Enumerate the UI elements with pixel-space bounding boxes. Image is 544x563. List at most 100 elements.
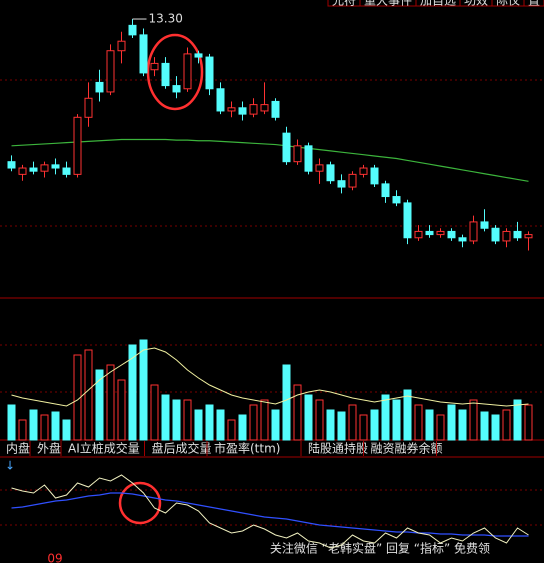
watermark: 关注微信 “老韩实盘” 回复 “指标” 免费领 bbox=[270, 541, 490, 556]
volume-bar bbox=[106, 364, 115, 441]
button-frame bbox=[523, 0, 544, 7]
top-button[interactable]: 重大事件 bbox=[364, 0, 412, 8]
volume-bar bbox=[458, 409, 467, 441]
volume-bar bbox=[183, 399, 192, 441]
ma-line bbox=[11, 138, 529, 182]
button-frame bbox=[491, 0, 525, 7]
top-button[interactable]: 置 bbox=[528, 0, 540, 8]
volume-bar bbox=[40, 414, 49, 441]
candle-body bbox=[172, 85, 181, 93]
candle-body bbox=[95, 81, 104, 93]
volume-bar bbox=[491, 414, 500, 441]
candle-body bbox=[227, 107, 236, 112]
volume-bar bbox=[51, 411, 60, 441]
volume-bar bbox=[425, 409, 434, 441]
tab[interactable]: 外盘 bbox=[37, 441, 61, 456]
volume-bar bbox=[392, 399, 401, 441]
volume-bar bbox=[403, 389, 412, 441]
candle-body bbox=[502, 230, 511, 242]
volume-bar bbox=[7, 404, 16, 441]
tab[interactable]: 内盘 bbox=[6, 441, 30, 456]
top-button[interactable]: 允符 bbox=[332, 0, 356, 8]
candle-body bbox=[513, 230, 522, 239]
volume-bar bbox=[502, 409, 511, 441]
candle-body bbox=[403, 202, 412, 239]
candle-body bbox=[392, 196, 401, 204]
volume-bar bbox=[216, 409, 225, 441]
candle-body bbox=[216, 88, 225, 112]
volume-bar bbox=[205, 404, 214, 441]
candle-body bbox=[293, 145, 302, 163]
volume-bar bbox=[469, 399, 478, 441]
candle-body bbox=[425, 230, 434, 236]
candle-body bbox=[480, 221, 489, 229]
tab[interactable]: AI立桩成交量 bbox=[68, 441, 140, 456]
volume-bar bbox=[150, 384, 159, 441]
volume-bar bbox=[414, 404, 423, 441]
volume-bar bbox=[117, 379, 126, 441]
candle-body bbox=[447, 230, 456, 239]
volume-bar bbox=[513, 399, 522, 441]
tab[interactable]: 市盈率(ttm) bbox=[214, 441, 280, 456]
volume-bar bbox=[447, 404, 456, 441]
volume-bar bbox=[337, 411, 346, 441]
candle-body bbox=[84, 97, 93, 118]
volume-bar bbox=[139, 339, 148, 441]
candle-body bbox=[381, 183, 390, 198]
candle-body bbox=[304, 145, 313, 172]
top-button[interactable]: 加自选 bbox=[420, 0, 456, 8]
candle-body bbox=[117, 40, 126, 52]
max-label: 13.30 bbox=[149, 12, 183, 26]
candle-body bbox=[436, 230, 445, 236]
volume-bar bbox=[194, 409, 203, 441]
volume-bar bbox=[436, 414, 445, 441]
candle-body bbox=[183, 53, 192, 90]
candle-body bbox=[139, 34, 148, 74]
volume-bar bbox=[304, 394, 313, 441]
volume-bar bbox=[95, 369, 104, 441]
volume-bar bbox=[62, 419, 71, 441]
candle-body bbox=[62, 167, 71, 175]
candle-body bbox=[469, 221, 478, 242]
volume-ma bbox=[11, 347, 529, 407]
candle-body bbox=[29, 167, 38, 172]
volume-bar bbox=[172, 399, 181, 441]
button-frame bbox=[359, 0, 417, 7]
arrow: ↓ bbox=[5, 459, 15, 473]
top-button[interactable]: 功效 bbox=[464, 0, 488, 8]
candle-body bbox=[370, 167, 379, 185]
button-frame bbox=[415, 0, 461, 7]
tab[interactable]: 盘后成交量 bbox=[152, 441, 212, 456]
candle-body bbox=[128, 24, 137, 36]
candle-body bbox=[348, 173, 357, 188]
bottom-label: 09 bbox=[47, 552, 62, 563]
button-frame bbox=[327, 0, 361, 7]
highlight-circle bbox=[146, 33, 204, 111]
volume-bar bbox=[524, 404, 533, 441]
highlight-circle bbox=[118, 481, 162, 525]
volume-bar bbox=[73, 354, 82, 441]
tab[interactable]: 陆股通持股 bbox=[308, 441, 368, 456]
volume-bar bbox=[271, 409, 280, 441]
candle-body bbox=[238, 107, 247, 115]
tab[interactable]: 融资融券余额 bbox=[371, 441, 443, 456]
volume-bar bbox=[260, 399, 269, 441]
volume-bar bbox=[326, 409, 335, 441]
candle-body bbox=[337, 180, 346, 188]
volume-bar bbox=[315, 399, 324, 441]
volume-bar bbox=[29, 409, 38, 441]
candle-body bbox=[205, 56, 214, 90]
candle-body bbox=[73, 116, 82, 175]
candle-body bbox=[161, 62, 170, 87]
volume-bar bbox=[480, 411, 489, 441]
candle-body bbox=[18, 167, 27, 175]
candle-body bbox=[491, 227, 500, 242]
candle-body bbox=[194, 53, 203, 58]
candle-body bbox=[326, 164, 335, 182]
volume-bar bbox=[359, 414, 368, 441]
candle-body bbox=[249, 104, 258, 115]
top-button[interactable]: 际仪 bbox=[496, 0, 520, 8]
